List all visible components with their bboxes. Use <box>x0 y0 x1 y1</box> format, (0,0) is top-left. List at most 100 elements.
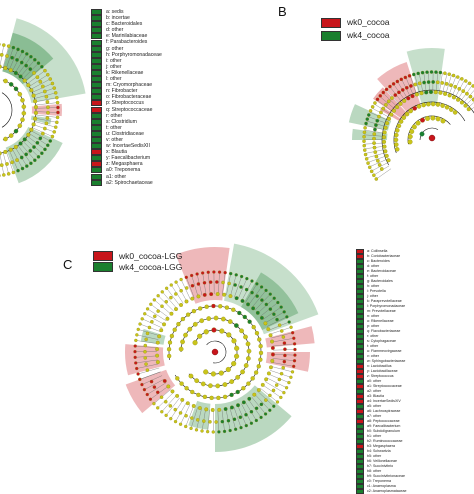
taxon-node <box>390 96 393 99</box>
legend-swatch <box>91 167 102 173</box>
taxon-node <box>293 354 296 357</box>
taxon-node <box>159 328 163 332</box>
taxon-node <box>458 87 461 90</box>
taxon-node <box>293 342 296 345</box>
taxon-node <box>160 396 163 399</box>
taxon-node <box>190 427 193 430</box>
taxon-node <box>275 318 278 321</box>
group-legend-item: wk4_cocoa <box>321 29 390 42</box>
legend-label: c1: Anaeroplasma <box>367 484 396 489</box>
taxon-node <box>224 407 228 411</box>
taxon-node <box>271 353 275 357</box>
taxon-node <box>146 332 149 335</box>
taxon-node <box>246 382 250 386</box>
taxon-node <box>420 91 424 95</box>
legend-label: b3: Megasphaera <box>367 444 395 449</box>
taxon-node <box>180 382 184 386</box>
taxon-node <box>255 282 258 285</box>
taxon-node <box>431 102 435 106</box>
taxon-node <box>203 395 207 399</box>
taxon-node <box>384 103 387 106</box>
taxon-node <box>36 75 39 78</box>
taxon-node <box>150 380 153 383</box>
legend-swatch <box>91 33 102 39</box>
taxon-node <box>376 159 379 162</box>
taxon-node <box>192 309 196 313</box>
taxon-node <box>383 145 387 149</box>
taxon-node <box>246 303 250 307</box>
taxon-node <box>252 325 256 329</box>
taxon-node <box>385 88 388 91</box>
taxon-node <box>230 393 234 397</box>
legend-swatch <box>91 107 102 113</box>
taxon-node <box>236 403 240 407</box>
taxon-node <box>20 156 23 159</box>
taxon-node <box>379 111 382 114</box>
taxon-node <box>51 135 54 138</box>
taxon-node <box>205 305 209 309</box>
legend-label: h: other <box>367 284 379 289</box>
taxon-node <box>449 83 452 86</box>
taxon-node <box>203 293 207 297</box>
taxon-node <box>197 295 201 299</box>
legend-label: a5: other <box>367 404 381 409</box>
taxon-node <box>215 420 218 423</box>
taxon-node <box>285 386 288 389</box>
legend-label: b1: other <box>367 434 381 439</box>
legend-label: c: Bacteroides <box>367 259 390 264</box>
legend-label: u: Flammeovirgaceae <box>367 349 402 354</box>
taxon-node <box>192 404 196 408</box>
taxon-node <box>368 166 371 169</box>
taxon-node <box>9 134 13 138</box>
taxon-node <box>160 410 163 413</box>
taxon-node <box>402 99 406 103</box>
taxon-node <box>384 126 388 130</box>
taxon-node <box>243 315 247 319</box>
taxon-node <box>239 416 242 419</box>
taxon-node <box>148 326 151 329</box>
taxon-node <box>456 75 459 78</box>
taxon-node <box>269 308 272 311</box>
taxon-node <box>289 376 292 379</box>
taxon-node <box>221 420 224 423</box>
taxon-node <box>250 410 253 413</box>
taxon-node <box>169 404 172 407</box>
taxon-node <box>443 72 446 75</box>
taxon-node <box>372 174 375 177</box>
taxon-node <box>217 430 220 433</box>
taxon-node <box>257 364 261 368</box>
taxon-node <box>156 341 160 345</box>
taxon-node <box>33 99 37 103</box>
taxon-node <box>271 346 275 350</box>
taxon-node <box>214 316 218 320</box>
taxon-node <box>209 281 212 284</box>
taxon-node <box>240 370 244 374</box>
taxon-node <box>26 133 30 137</box>
taxon-node <box>179 303 183 307</box>
taxon-node <box>227 419 230 422</box>
taxon-node <box>9 82 13 86</box>
taxon-node <box>376 98 379 101</box>
taxon-node <box>15 158 18 161</box>
taxon-node <box>204 329 209 334</box>
taxon-node <box>197 334 202 339</box>
group-label: wk4_cocoa-LGG <box>119 262 182 273</box>
taxon-node <box>171 390 175 394</box>
taxon-node <box>40 65 43 68</box>
taxon-node <box>39 137 42 140</box>
taxon-node <box>245 277 248 280</box>
taxon-node <box>258 358 262 362</box>
taxon-node <box>16 48 19 51</box>
taxon-node <box>161 290 164 293</box>
taxon-node <box>374 150 377 153</box>
taxon-node <box>3 79 7 83</box>
taxon-node <box>212 430 215 433</box>
taxon-node <box>257 388 261 392</box>
legend-item: a2: Spirochaetaceae <box>91 180 162 186</box>
taxon-node <box>233 418 236 421</box>
taxon-node <box>22 105 26 109</box>
taxon-node <box>145 338 148 341</box>
taxon-node <box>216 384 220 388</box>
taxon-node <box>264 322 268 326</box>
taxon-node <box>174 292 177 295</box>
